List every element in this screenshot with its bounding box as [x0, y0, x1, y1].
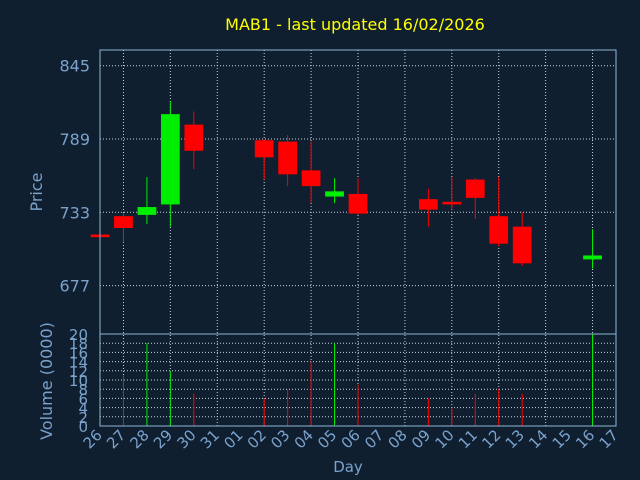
candle-body: [442, 201, 462, 205]
x-tick-label: 14: [525, 426, 551, 452]
candle-body: [184, 124, 204, 151]
volume-panel-frame: [99, 333, 617, 427]
x-tick-label: 15: [549, 426, 575, 452]
candle-body: [160, 114, 180, 205]
price-panel: 677 733 789 845: [59, 49, 617, 426]
x-tick-label: 13: [502, 426, 528, 452]
volume-tick-label: 6: [78, 390, 88, 408]
price-tick-label: 733: [59, 203, 90, 222]
x-axis: 2627282930310102030405060708091011121314…: [80, 426, 622, 452]
candle-body: [254, 140, 274, 158]
candle-body: [137, 207, 157, 215]
candle-body: [465, 179, 485, 198]
candle-body: [489, 216, 509, 244]
x-tick-label: 17: [596, 426, 622, 452]
price-tick-label: 789: [59, 130, 90, 149]
candle-body: [325, 191, 344, 197]
volume-tick-label: 2: [78, 409, 88, 427]
x-tick-label: 09: [408, 426, 434, 452]
candle-body: [512, 226, 532, 264]
volume-tick-label: 20: [69, 326, 88, 344]
volume-tick-label: 10: [69, 372, 88, 390]
x-tick-label: 12: [478, 426, 504, 452]
x-tick-label: 28: [127, 426, 153, 452]
volume-tick-label: 0: [78, 418, 88, 436]
x-tick-label: 29: [150, 426, 176, 452]
x-tick-label: 31: [197, 426, 223, 452]
x-tick-label: 06: [338, 426, 364, 452]
x-tick-label: 16: [572, 426, 598, 452]
chart-title: MAB1 - last updated 16/02/2026: [225, 15, 485, 34]
x-tick-label: 01: [220, 426, 246, 452]
volume-tick-label: 8: [78, 381, 88, 399]
x-tick-label: 07: [361, 426, 387, 452]
price-axis-label: Price: [27, 172, 46, 211]
x-tick-label: 08: [385, 426, 411, 452]
candle-body: [583, 255, 602, 260]
volume-tick-label: 16: [69, 344, 88, 362]
volume-tick-label: 12: [69, 363, 88, 381]
x-tick-label: 30: [173, 426, 199, 452]
price-tick-label: 677: [59, 277, 90, 296]
volume-tick-label: 18: [69, 335, 88, 353]
x-tick-label: 04: [291, 426, 317, 452]
x-tick-label: 11: [455, 426, 481, 452]
x-tick-label: 02: [244, 426, 270, 452]
x-tick-label: 10: [431, 426, 457, 452]
volume-axis-label: Volume (0000): [37, 322, 56, 440]
candle-body: [278, 141, 298, 175]
x-tick-label: 27: [103, 426, 129, 452]
candle-body: [114, 216, 133, 228]
x-tick-label: 05: [314, 426, 340, 452]
x-tick-label: 03: [267, 426, 293, 452]
volume-tick-label: 14: [69, 354, 88, 372]
x-axis-label: Day: [333, 458, 363, 476]
price-tick-label: 845: [59, 57, 90, 76]
candle-body: [301, 170, 321, 187]
candle-body: [348, 193, 368, 214]
volume-tick-label: 4: [78, 400, 88, 418]
candle-body: [418, 199, 438, 210]
